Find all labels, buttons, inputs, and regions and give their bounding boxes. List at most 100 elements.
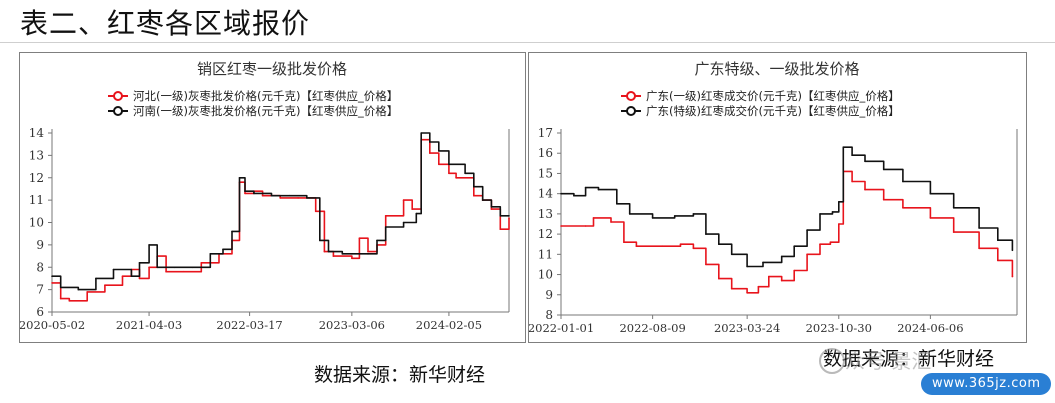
chart0-data-point-0 bbox=[402, 199, 405, 201]
chart0-data-point-1 bbox=[238, 177, 241, 179]
chart0-data-point-1 bbox=[415, 212, 418, 215]
chart0-data-point-1 bbox=[367, 253, 369, 255]
chart1-data-point-1 bbox=[831, 211, 834, 213]
chart1-data-point-1 bbox=[718, 243, 720, 245]
chart0-y-tick-label: 8 bbox=[36, 260, 44, 274]
chart1-y-tick-label: 13 bbox=[538, 207, 553, 221]
chart1-data-point-0 bbox=[829, 241, 832, 243]
chart1-data-point-0 bbox=[768, 275, 770, 278]
chart1-data-point-1 bbox=[705, 233, 707, 235]
chart-left-panel: 销区红枣一级批发价格 河北(一级)灰枣批发价格(元千克)【红枣供应_价格】 河南(一… bbox=[19, 52, 526, 343]
chart0-data-point-1 bbox=[112, 268, 115, 271]
chart1-data-point-0 bbox=[661, 245, 663, 247]
chart1-y-tick-label: 8 bbox=[545, 308, 553, 322]
chart0-data-point-0 bbox=[508, 217, 510, 219]
chart1-data-point-1 bbox=[864, 160, 866, 163]
chart0-data-point-1 bbox=[270, 194, 273, 197]
chart0-x-tick-label: 2020-05-02 bbox=[20, 318, 85, 332]
chart0-series-line-0 bbox=[52, 138, 510, 302]
chart0-data-point-0 bbox=[499, 228, 502, 230]
chart0-x-tick-label: 2023-03-06 bbox=[319, 318, 385, 332]
chart1-data-point-1 bbox=[997, 239, 999, 241]
chart0-y-tick-label: 6 bbox=[36, 305, 44, 319]
chart1-data-point-1 bbox=[584, 186, 587, 189]
chart1-x-tick-label: 2023-10-30 bbox=[806, 321, 872, 335]
chart1-data-point-0 bbox=[623, 241, 625, 243]
chart1-y-tick-label: 10 bbox=[538, 268, 553, 282]
chart0-y-tick-label: 7 bbox=[36, 283, 44, 297]
chart0-data-point-0 bbox=[438, 163, 440, 166]
chart1-legend-label-0: 广东(一级)红枣成交价(元千克)【红枣供应_价格】 bbox=[646, 89, 900, 103]
chart1-data-point-0 bbox=[692, 247, 695, 250]
chart1-data-point-0 bbox=[864, 188, 866, 191]
source-note-right: 数据来源：新华财经 bbox=[823, 348, 995, 370]
chart1-data-point-0 bbox=[929, 217, 932, 219]
chart1-data-point-0 bbox=[560, 225, 562, 227]
chart1-data-point-0 bbox=[584, 225, 587, 227]
chart0-data-point-1 bbox=[231, 230, 233, 233]
chart1-data-point-0 bbox=[1011, 275, 1014, 278]
chart0-data-point-1 bbox=[51, 275, 53, 277]
chart1-data-point-1 bbox=[838, 201, 840, 203]
chart1-data-point-1 bbox=[952, 207, 955, 209]
chart1-x-tick-label: 2022-01-01 bbox=[529, 321, 594, 335]
chart0-data-point-1 bbox=[209, 253, 212, 255]
chart0-data-point-0 bbox=[490, 208, 493, 210]
chart1-data-point-0 bbox=[592, 217, 595, 219]
chart1-data-point-0 bbox=[610, 221, 612, 223]
chart0-data-point-0 bbox=[68, 300, 71, 302]
chart1-data-point-0 bbox=[757, 285, 760, 288]
chart0-data-point-1 bbox=[384, 226, 387, 228]
chart0-data-point-1 bbox=[464, 172, 466, 175]
chart1-data-point-1 bbox=[929, 192, 932, 195]
chart1-data-point-0 bbox=[952, 231, 955, 233]
chart0-data-point-1 bbox=[402, 221, 405, 224]
chart0-data-point-1 bbox=[174, 266, 176, 269]
chart0-data-point-1 bbox=[438, 150, 440, 152]
chart0-y-tick-label: 14 bbox=[29, 126, 45, 140]
chart0-data-point-0 bbox=[244, 192, 246, 195]
chart1-data-point-1 bbox=[597, 188, 600, 191]
chart1-data-point-1 bbox=[730, 253, 733, 256]
chart0-data-point-1 bbox=[244, 190, 246, 192]
chart0-data-point-0 bbox=[138, 277, 141, 280]
chart1-series-line-0 bbox=[561, 170, 1014, 294]
chart1-data-point-1 bbox=[560, 192, 562, 195]
chart0-data-point-1 bbox=[448, 163, 450, 166]
chart1-data-point-1 bbox=[882, 168, 885, 171]
chart0-data-point-0 bbox=[51, 282, 53, 284]
chart1-data-point-0 bbox=[635, 245, 638, 247]
chart1-data-point-0 bbox=[793, 269, 795, 272]
chart0-legend-marker-0 bbox=[113, 91, 123, 101]
chart1-data-point-0 bbox=[679, 243, 682, 245]
chart0-x-tick-label: 2024-02-05 bbox=[416, 318, 482, 332]
chart-right-svg: 广东特级、一级批发价格广东(一级)红枣成交价(元千克)【红枣供应_价格】广东(特… bbox=[529, 60, 1018, 335]
chart1-data-point-0 bbox=[819, 243, 821, 245]
chart0-data-point-0 bbox=[86, 291, 88, 293]
chart0-data-point-1 bbox=[130, 275, 133, 277]
chart0-data-point-0 bbox=[351, 257, 353, 260]
chart1-data-point-0 bbox=[730, 287, 733, 290]
chart1-y-tick-label: 14 bbox=[538, 187, 554, 201]
chart0-data-point-0 bbox=[165, 270, 167, 273]
chart0-data-point-0 bbox=[297, 197, 299, 199]
chart0-legend-marker-1 bbox=[113, 106, 123, 116]
chart0-data-point-1 bbox=[420, 132, 423, 134]
chart1-data-point-0 bbox=[705, 263, 707, 266]
chart0-data-point-0 bbox=[279, 197, 282, 199]
chart0-x-tick-label: 2021-04-03 bbox=[116, 318, 182, 332]
chart0-data-point-1 bbox=[327, 250, 330, 253]
chart1-data-point-1 bbox=[842, 146, 845, 148]
chart1-y-tick-label: 9 bbox=[545, 288, 553, 302]
chart0-data-point-0 bbox=[455, 177, 457, 179]
chart1-x-tick-label: 2023-03-24 bbox=[714, 321, 780, 335]
chart0-data-point-1 bbox=[288, 194, 291, 197]
chart1-data-point-1 bbox=[573, 194, 575, 197]
chart1-data-point-1 bbox=[902, 180, 904, 183]
chart1-data-point-1 bbox=[746, 265, 748, 268]
chart1-data-point-0 bbox=[718, 277, 720, 280]
chart0-data-point-1 bbox=[59, 286, 62, 289]
chart1-data-point-1 bbox=[793, 245, 795, 247]
chart-right-panel: 广东特级、一级批发价格 广东(一级)红枣成交价(元千克)【红枣供应_价格】 广东(特… bbox=[528, 52, 1027, 343]
chart0-data-point-1 bbox=[490, 206, 493, 208]
